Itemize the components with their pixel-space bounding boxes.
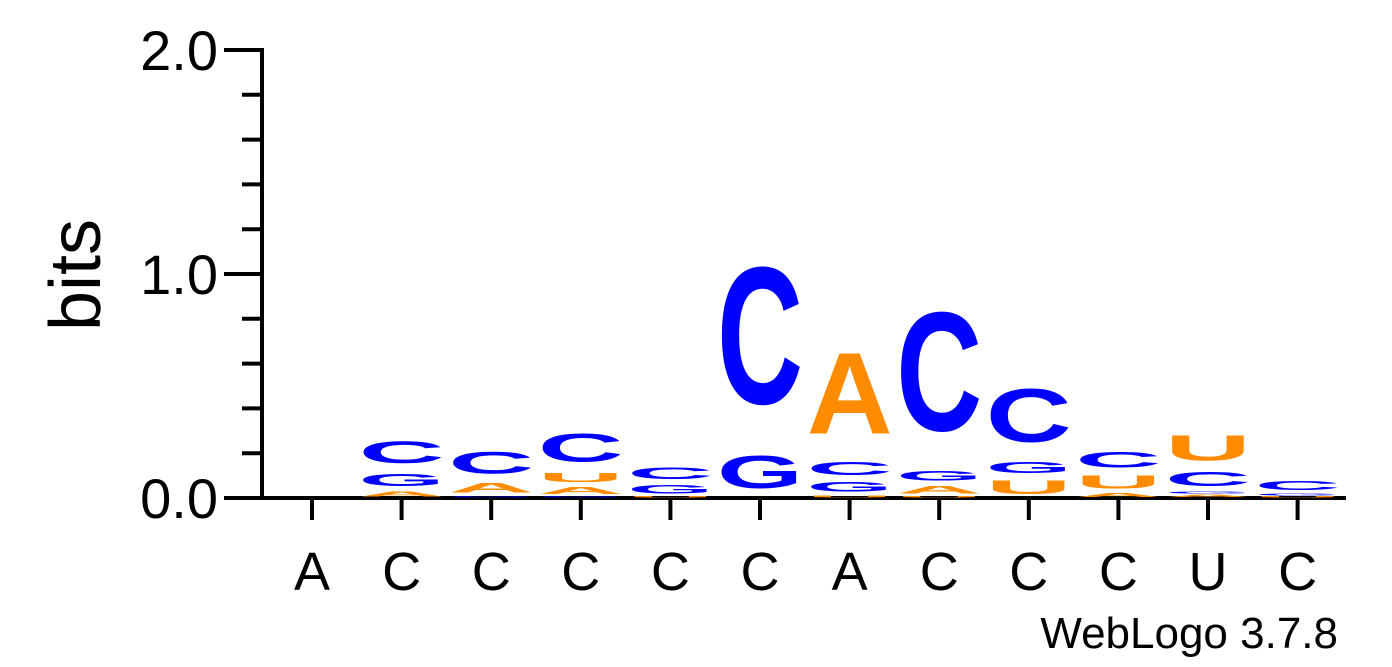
y-axis: 0.0 1.0 2.0 [140, 19, 264, 530]
logo-letter-C: C [717, 227, 803, 446]
logo-letter-U: U [896, 496, 982, 498]
logo-letter-U: U [1075, 472, 1161, 492]
logo-letter-A: A [1075, 492, 1161, 498]
logo-letter-C: C [807, 459, 893, 479]
x-tick-label: C [1278, 542, 1317, 602]
logo-letter-G: G [538, 496, 624, 498]
logo-letter-C: C [1255, 478, 1341, 493]
logo-letter-A: A [448, 480, 534, 496]
logo-letter-U: U [807, 495, 893, 498]
x-tick-label: C [382, 542, 421, 602]
logo-letter-G: G [448, 496, 534, 498]
x-tick-label: A [832, 542, 868, 602]
logo-letter-U: U [1165, 428, 1251, 469]
x-tick-label: A [294, 542, 330, 602]
logo-letter-A: A [538, 485, 624, 496]
logo-letter-C: C [896, 277, 982, 467]
logo-letter-C: C [538, 426, 624, 471]
x-tick-label: C [1009, 542, 1048, 602]
logo-letter-C: C [448, 445, 534, 480]
logo-letter-C: C [627, 464, 713, 483]
logo-letter-A: A [1165, 494, 1251, 498]
x-tick-label: C [1099, 542, 1138, 602]
x-tick-label: C [920, 542, 959, 602]
x-tick-label: C [651, 542, 690, 602]
logo-letter-G: G [807, 479, 893, 495]
logo-letter-G: G [627, 483, 713, 496]
logo-letter-C: C [1165, 468, 1251, 490]
y-tick-label: 2.0 [140, 19, 218, 82]
x-tick-label: C [561, 542, 600, 602]
y-tick-label: 0.0 [140, 467, 218, 530]
logo-letter-G: G [986, 459, 1072, 477]
logo-letter-G: G [896, 468, 982, 484]
weblogo-version-label: WebLogo 3.7.8 [1040, 609, 1338, 658]
y-tick-label: 1.0 [140, 243, 218, 306]
logo-letter-U: U [627, 496, 713, 498]
x-tick-label: U [1189, 542, 1228, 602]
logo-letter-G: G [717, 446, 803, 498]
logo-letter-U: U [986, 477, 1072, 498]
logo-letter-A: A [896, 483, 982, 495]
logo-letter-A: A [807, 329, 893, 458]
logo-letter-G: G [359, 470, 445, 490]
x-tick-label: C [472, 542, 511, 602]
logo-letter-U: U [538, 470, 624, 485]
logo-letter-U: U [1255, 496, 1341, 498]
logo-letter-C: C [986, 374, 1072, 458]
logo-letter-G: G [1165, 491, 1251, 494]
logo-letter-G: G [1255, 493, 1341, 496]
logo-letter-C: C [359, 435, 445, 470]
logo-letter-C: C [1075, 448, 1161, 473]
y-axis-label: bits [36, 219, 116, 331]
logo-letter-A: A [359, 490, 445, 498]
x-tick-label: C [741, 542, 780, 602]
